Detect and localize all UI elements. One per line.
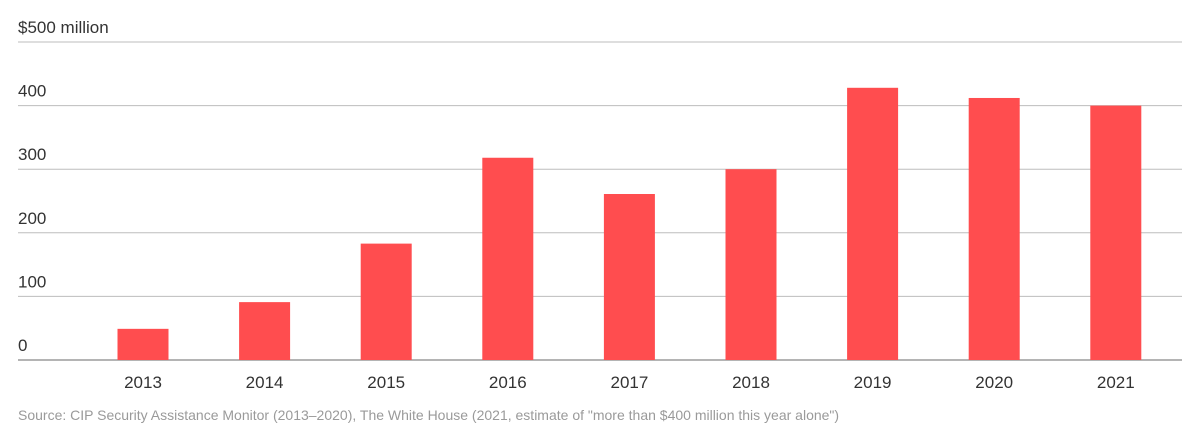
y-tick-label-400: 400 [18, 82, 46, 101]
x-tick-label-2015: 2015 [367, 373, 405, 392]
bar-2016 [482, 157, 534, 360]
y-axis-labels: 0 100 200 300 400 $500 million [18, 18, 109, 355]
x-tick-label-2018: 2018 [732, 373, 770, 392]
source-note: Source: CIP Security Assistance Monitor … [18, 407, 840, 423]
bar-2013 [117, 328, 169, 360]
y-tick-label-0: 0 [18, 336, 27, 355]
y-tick-label-300: 300 [18, 145, 46, 164]
bar-2014 [239, 302, 291, 360]
x-tick-label-2019: 2019 [854, 373, 892, 392]
x-tick-label-2017: 2017 [610, 373, 648, 392]
bar-2015 [360, 243, 412, 360]
bars [117, 87, 1142, 361]
x-tick-label-2013: 2013 [124, 373, 162, 392]
bar-2018 [725, 169, 777, 360]
bar-2017 [603, 194, 655, 360]
y-tick-label-100: 100 [18, 272, 46, 291]
bar-2019 [847, 87, 899, 361]
x-tick-label-2020: 2020 [975, 373, 1013, 392]
x-axis-labels: 2013 2014 2015 2016 2017 2018 2019 2020 2021 [124, 373, 1135, 392]
bar-2020 [968, 97, 1020, 360]
bar-2021 [1090, 105, 1142, 360]
y-tick-label-200: 200 [18, 209, 46, 228]
y-tick-label-500: $500 million [18, 18, 109, 37]
x-tick-label-2016: 2016 [489, 373, 527, 392]
x-tick-label-2014: 2014 [246, 373, 284, 392]
x-tick-label-2021: 2021 [1097, 373, 1135, 392]
